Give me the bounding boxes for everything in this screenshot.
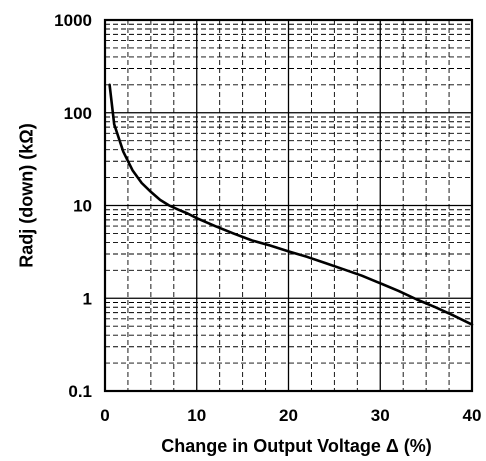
series-line xyxy=(108,83,474,326)
x-axis-label: Change in Output Voltage Δ (%) xyxy=(161,436,432,456)
y-tick-label: 1 xyxy=(83,289,92,308)
y-tick-label: 0.1 xyxy=(68,382,92,401)
x-tick-labels: 0 10 20 30 40 xyxy=(100,406,481,425)
y-axis-label: Radj (down) (kΩ) xyxy=(16,123,36,267)
x-tick-label: 20 xyxy=(279,406,298,425)
y-tick-labels: 0.1 1 10 100 1000 xyxy=(54,11,92,401)
grid xyxy=(105,20,472,391)
x-tick-label: 30 xyxy=(371,406,390,425)
x-tick-label: 0 xyxy=(100,406,109,425)
y-tick-label: 1000 xyxy=(54,11,92,30)
x-tick-label: 40 xyxy=(463,406,482,425)
plot-frame xyxy=(103,18,474,393)
y-tick-label: 100 xyxy=(64,104,92,123)
x-tick-label: 10 xyxy=(187,406,206,425)
y-tick-label: 10 xyxy=(73,197,92,216)
